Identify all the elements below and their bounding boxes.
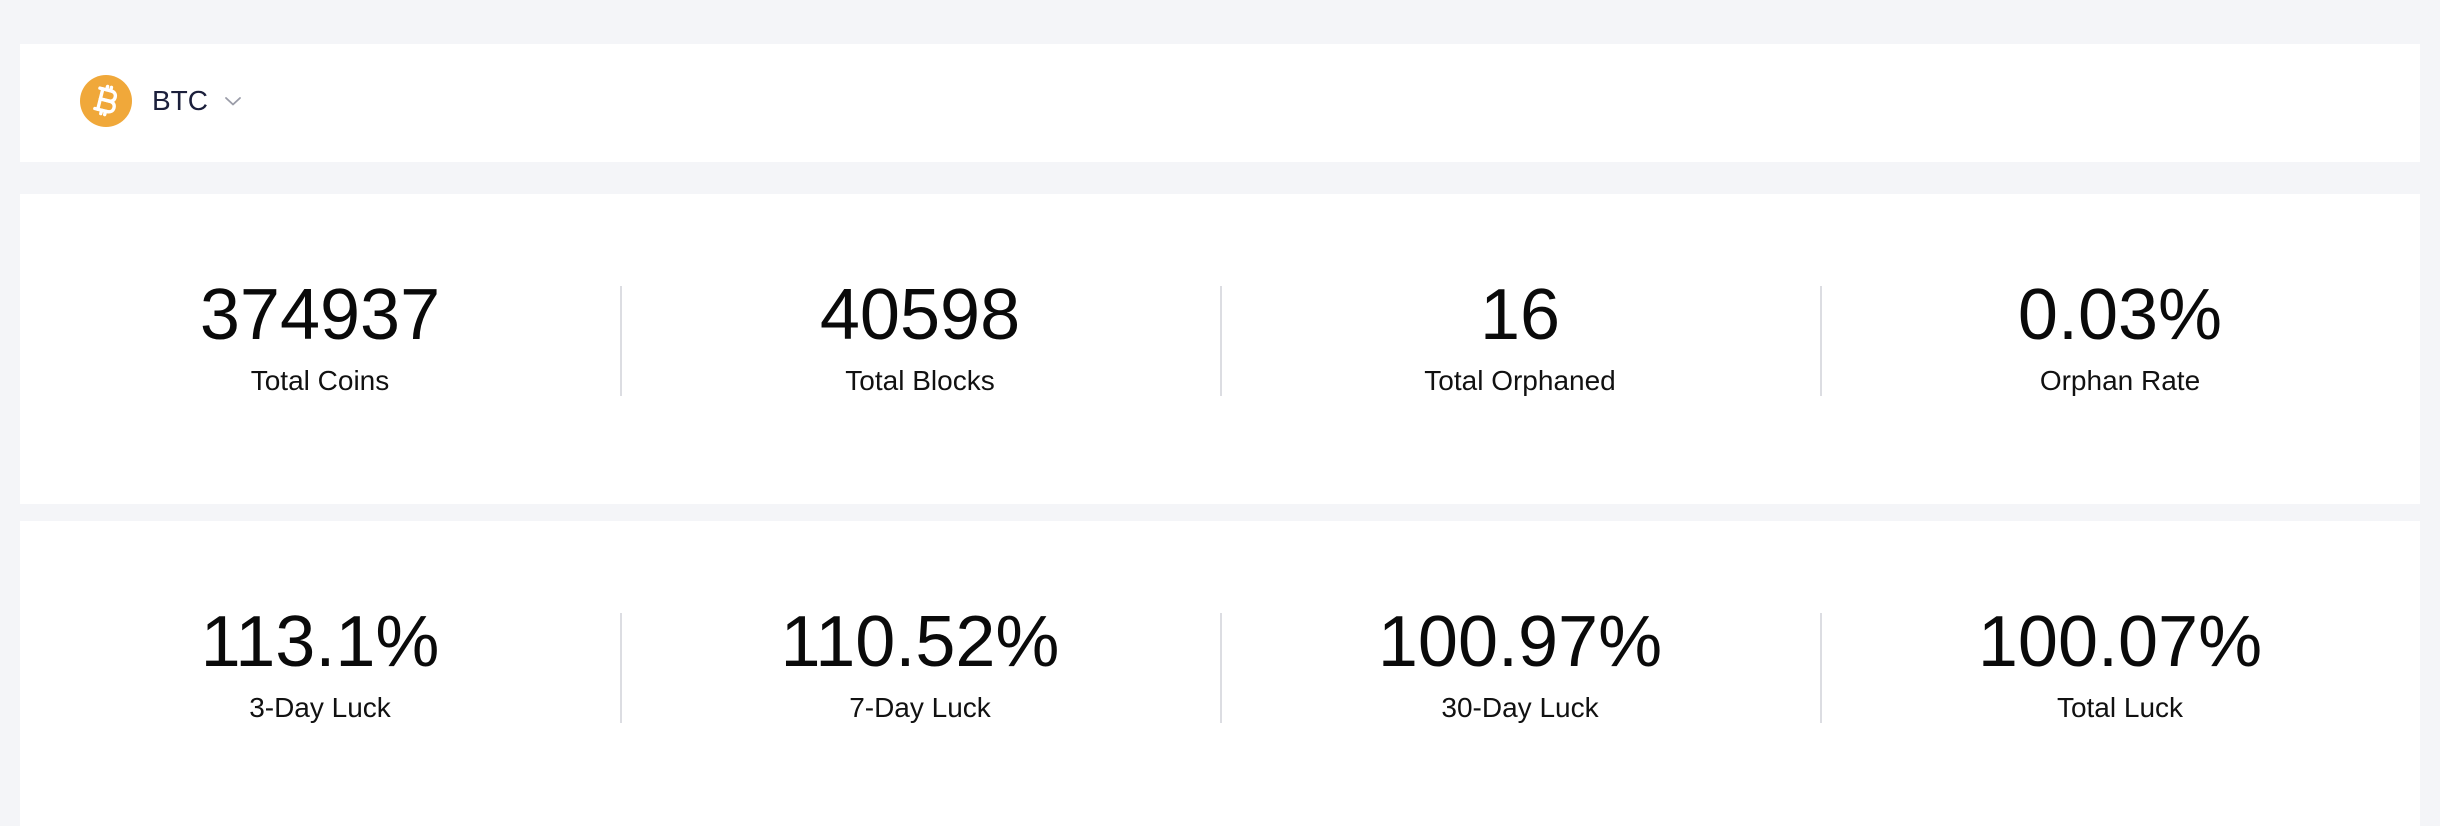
pool-stats-row: 374937 Total Coins 40598 Total Blocks 16… (20, 275, 2420, 396)
stat-total-luck: 100.07% Total Luck (1820, 602, 2420, 723)
stat-value: 374937 (199, 275, 441, 355)
stat-total-blocks: 40598 Total Blocks (620, 275, 1220, 396)
stat-7-day-luck: 110.52% 7-Day Luck (620, 602, 1220, 723)
bitcoin-icon (80, 75, 132, 127)
coin-symbol: BTC (152, 85, 208, 116)
stat-orphan-rate: 0.03% Orphan Rate (1820, 275, 2420, 396)
pool-stats-panel: 374937 Total Coins 40598 Total Blocks 16… (20, 194, 2420, 504)
stat-value: 16 (1479, 275, 1561, 355)
stat-value: 113.1% (200, 602, 440, 682)
stat-label: Total Coins (250, 365, 390, 396)
stat-label: 7-Day Luck (849, 692, 991, 723)
stat-label: Total Luck (2056, 692, 2184, 723)
chevron-down-icon (225, 97, 241, 106)
stat-total-coins: 374937 Total Coins (20, 275, 620, 396)
stat-label: 30-Day Luck (1441, 692, 1599, 723)
luck-stats-row: 113.1% 3-Day Luck 110.52% 7-Day Luck 100… (20, 602, 2420, 723)
stat-value: 100.97% (1377, 602, 1663, 682)
stat-value: 100.07% (1977, 602, 2263, 682)
stat-value: 40598 (819, 275, 1021, 355)
stat-label: Total Orphaned (1424, 365, 1616, 396)
stat-30-day-luck: 100.97% 30-Day Luck (1220, 602, 1820, 723)
stat-value: 0.03% (2017, 275, 2223, 355)
stat-label: Orphan Rate (2039, 365, 2201, 396)
stat-3-day-luck: 113.1% 3-Day Luck (20, 602, 620, 723)
stat-total-orphaned: 16 Total Orphaned (1220, 275, 1820, 396)
stat-label: 3-Day Luck (249, 692, 391, 723)
luck-stats-panel: 113.1% 3-Day Luck 110.52% 7-Day Luck 100… (20, 521, 2420, 826)
coin-selector-panel: BTC (20, 44, 2420, 162)
stat-label: Total Blocks (845, 365, 995, 396)
coin-selector-dropdown[interactable]: BTC (80, 75, 242, 127)
stat-value: 110.52% (780, 602, 1060, 682)
